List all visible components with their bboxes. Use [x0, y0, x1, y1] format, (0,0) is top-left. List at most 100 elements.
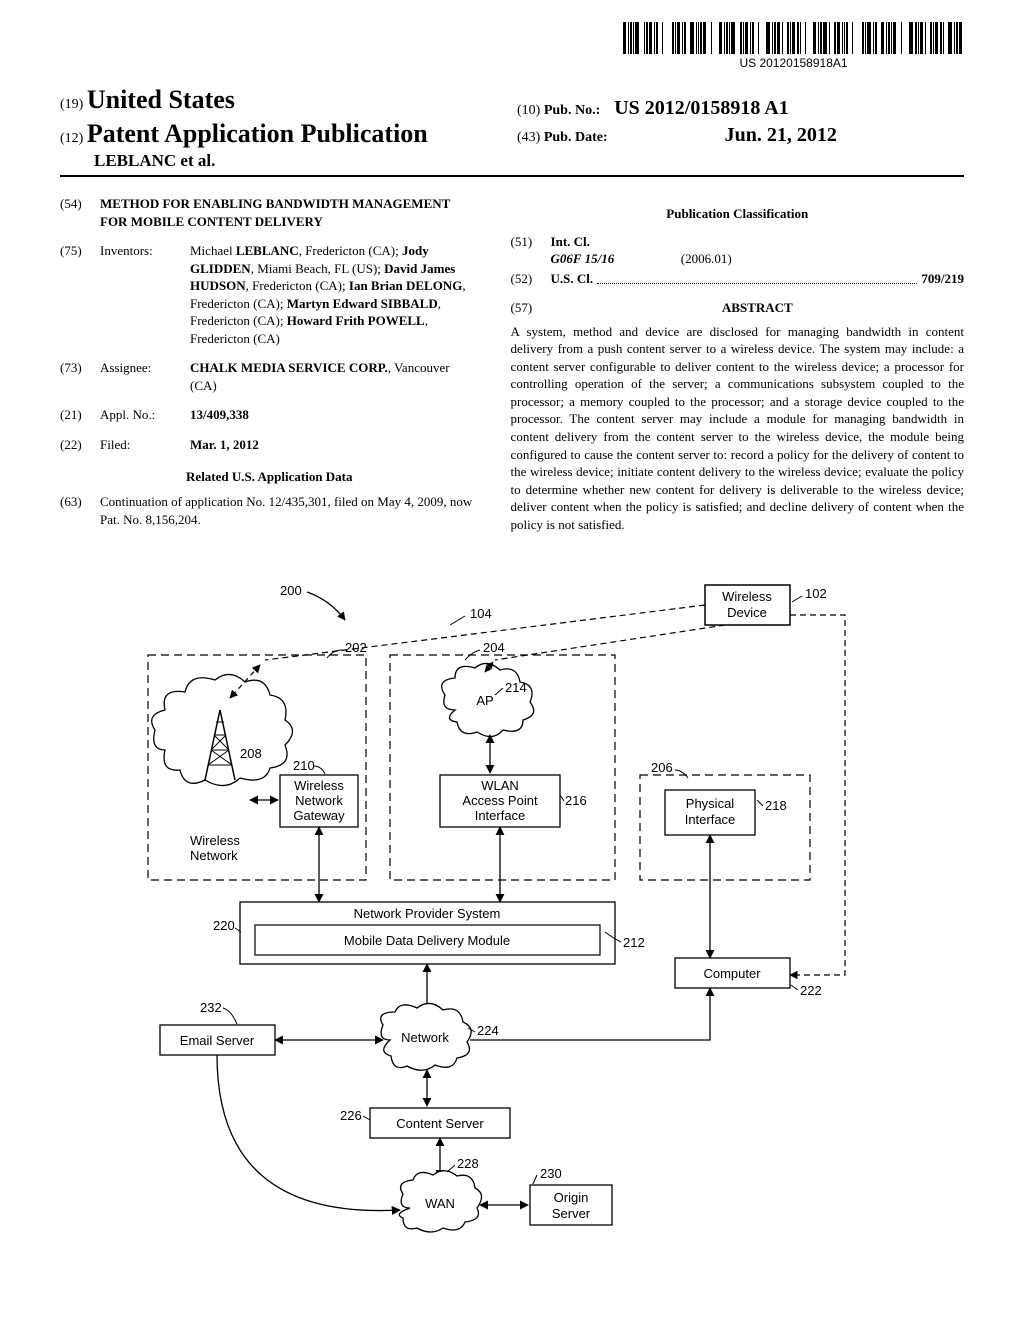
title-54: METHOD FOR ENABLING BANDWIDTH MANAGEMENT…	[100, 195, 479, 230]
nps-label: Network Provider System	[354, 906, 501, 921]
ref-226: 226	[340, 1108, 362, 1123]
network-label: Network	[401, 1030, 449, 1045]
computer-label: Computer	[703, 966, 761, 981]
wng-l3: Gateway	[293, 808, 345, 823]
pap-label: Patent Application Publication	[87, 119, 428, 148]
email-label: Email Server	[180, 1033, 255, 1048]
num-10: (10)	[517, 103, 540, 118]
pubno: US 2012/0158918 A1	[614, 97, 788, 119]
field-54: (54) METHOD FOR ENABLING BANDWIDTH MANAG…	[60, 195, 479, 230]
mddm-label: Mobile Data Delivery Module	[344, 933, 510, 948]
field-73: (73) Assignee: CHALK MEDIA SERVICE CORP.…	[60, 359, 479, 394]
ref-228: 228	[457, 1156, 479, 1171]
patent-page: US 20120158918A1 (19) United States (12)…	[0, 0, 1024, 1320]
wlan-l3: Interface	[475, 808, 526, 823]
num-73: (73)	[60, 359, 100, 394]
intcl-block: Int. Cl. G06F 15/16 (2006.01)	[551, 233, 964, 268]
wireless-network-l1: Wireless	[190, 833, 240, 848]
pubclass-heading: Publication Classification	[511, 205, 964, 223]
barcode-block: US 20120158918A1	[623, 22, 964, 70]
wireless-device-l1: Wireless	[722, 589, 772, 604]
ref-200: 200	[280, 583, 302, 598]
ref-202: 202	[345, 640, 367, 655]
ref-230: 230	[540, 1166, 562, 1181]
ref-222: 222	[800, 983, 822, 998]
uscl-val: 709/219	[921, 270, 964, 288]
col-left: (54) METHOD FOR ENABLING BANDWIDTH MANAG…	[60, 195, 495, 540]
label-22: Filed:	[100, 436, 190, 454]
ref-102: 102	[805, 586, 827, 601]
ref-212: 212	[623, 935, 645, 950]
num-43: (43)	[517, 130, 540, 145]
num-12: (12)	[60, 131, 83, 146]
num-51: (51)	[511, 233, 551, 268]
num-21: (21)	[60, 406, 100, 424]
field-52: (52) U.S. Cl. 709/219	[511, 270, 964, 288]
pubno-line: (10) Pub. No.: US 2012/0158918 A1	[517, 97, 964, 120]
field-21: (21) Appl. No.: 13/409,338	[60, 406, 479, 424]
origin-l1: Origin	[554, 1190, 589, 1205]
authors-line: LEBLANC et al.	[60, 151, 507, 171]
field-57: (57) ABSTRACT	[511, 299, 964, 317]
assignee: CHALK MEDIA SERVICE CORP., Vancouver (CA…	[190, 359, 479, 394]
label-75: Inventors:	[100, 242, 190, 347]
country: United States	[87, 85, 235, 114]
header: (19) United States (12) Patent Applicati…	[60, 85, 964, 177]
pubdate-line: (43) Pub. Date: Jun. 21, 2012	[517, 124, 964, 147]
ref-216: 216	[565, 793, 587, 808]
num-19: (19)	[60, 97, 83, 112]
field-75: (75) Inventors: Michael LEBLANC, Frederi…	[60, 242, 479, 347]
uscl-label: U.S. Cl.	[551, 271, 594, 286]
num-57: (57)	[511, 299, 551, 317]
header-left: (19) United States (12) Patent Applicati…	[60, 85, 507, 171]
abstract-label: ABSTRACT	[551, 299, 964, 317]
intcl-label: Int. Cl.	[551, 234, 590, 249]
system-diagram: 200 104 Wireless Device 102 202 204	[145, 580, 875, 1280]
ref-220: 220	[213, 918, 235, 933]
barcode	[623, 22, 964, 54]
cs-label: Content Server	[396, 1116, 484, 1131]
continuation: Continuation of application No. 12/435,3…	[100, 493, 479, 528]
ref-104: 104	[470, 606, 492, 621]
label-73: Assignee:	[100, 359, 190, 394]
uscl-block: U.S. Cl. 709/219	[551, 270, 964, 288]
ref-210: 210	[293, 758, 315, 773]
ap-label: AP	[476, 693, 493, 708]
applno: 13/409,338	[190, 406, 479, 424]
ref-206: 206	[651, 760, 673, 775]
ref-232: 232	[200, 1000, 222, 1015]
inventors: Michael LEBLANC, Fredericton (CA); Jody …	[190, 242, 479, 347]
field-51: (51) Int. Cl. G06F 15/16 (2006.01)	[511, 233, 964, 268]
header-country-line: (19) United States	[60, 85, 507, 115]
num-54: (54)	[60, 195, 100, 230]
num-22: (22)	[60, 436, 100, 454]
header-pap-line: (12) Patent Application Publication	[60, 119, 507, 149]
col-right: Publication Classification (51) Int. Cl.…	[495, 195, 964, 540]
intcl-code: G06F 15/16	[551, 251, 615, 266]
ref-208: 208	[240, 746, 262, 761]
barcode-text: US 20120158918A1	[623, 56, 964, 70]
intcl-date: (2006.01)	[681, 251, 732, 266]
abstract-text: A system, method and device are disclose…	[511, 323, 964, 534]
wng-l1: Wireless	[294, 778, 344, 793]
field-22: (22) Filed: Mar. 1, 2012	[60, 436, 479, 454]
phys-l1: Physical	[686, 796, 735, 811]
num-75: (75)	[60, 242, 100, 347]
origin-l2: Server	[552, 1206, 591, 1221]
ref-224: 224	[477, 1023, 499, 1038]
biblio-columns: (54) METHOD FOR ENABLING BANDWIDTH MANAG…	[60, 195, 964, 540]
ref-214: 214	[505, 680, 527, 695]
num-63: (63)	[60, 493, 100, 528]
pubdate-label: Pub. Date:	[544, 130, 608, 145]
label-21: Appl. No.:	[100, 406, 190, 424]
field-63: (63) Continuation of application No. 12/…	[60, 493, 479, 528]
pubdate: Jun. 21, 2012	[725, 124, 837, 146]
wireless-device-l2: Device	[727, 605, 767, 620]
phys-l2: Interface	[685, 812, 736, 827]
filed: Mar. 1, 2012	[190, 436, 479, 454]
ref-218: 218	[765, 798, 787, 813]
pubno-label: Pub. No.:	[544, 103, 600, 118]
num-52: (52)	[511, 270, 551, 288]
wan-label: WAN	[425, 1196, 455, 1211]
ref-204: 204	[483, 640, 505, 655]
